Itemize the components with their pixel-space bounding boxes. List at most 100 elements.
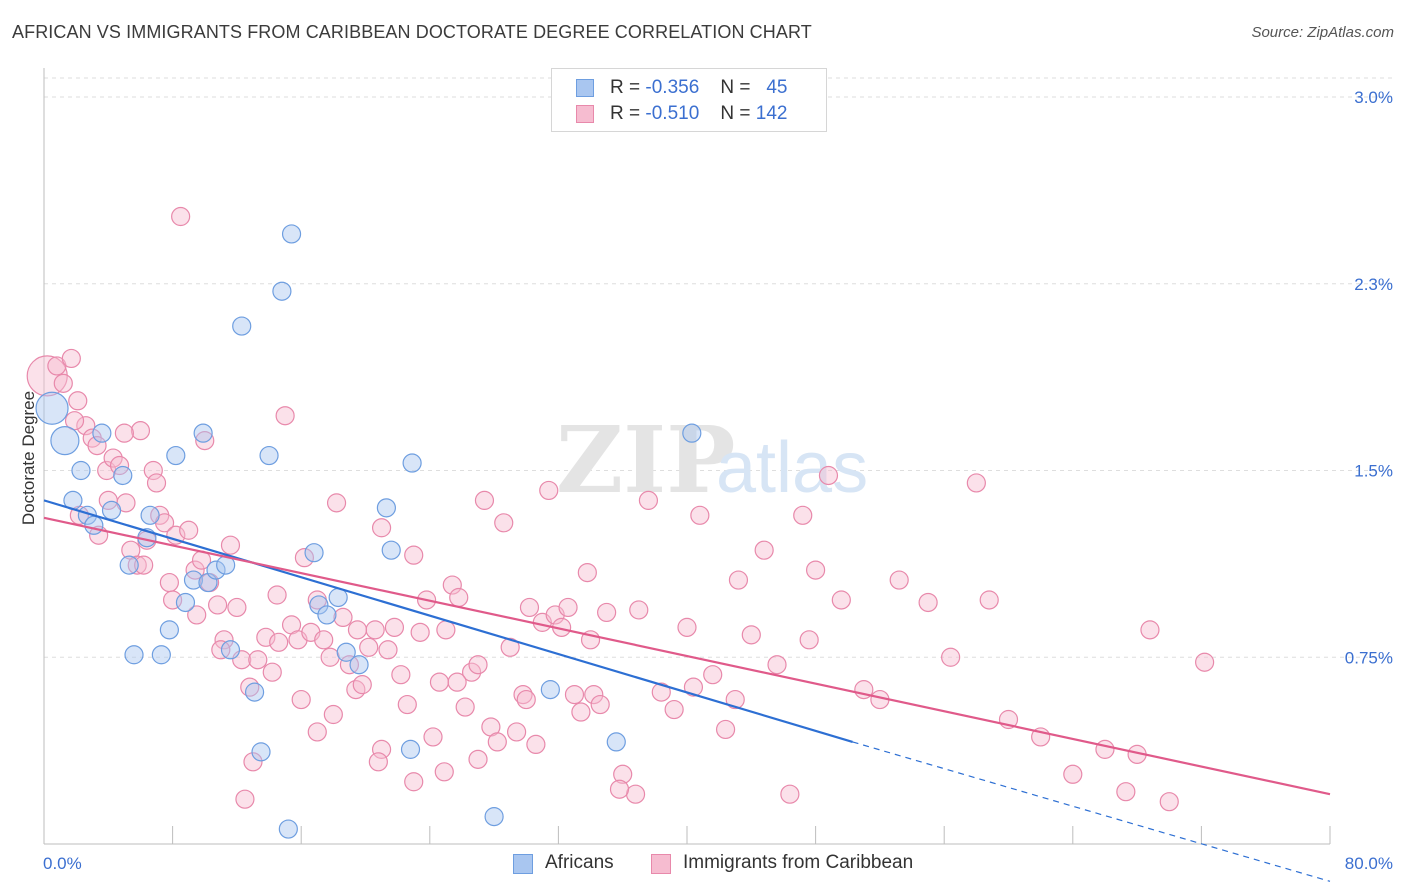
caribbean-point-19 (159, 572, 179, 593)
grid-lines (44, 77, 1392, 658)
chart-source: Source: ZipAtlas.com (1251, 24, 1394, 41)
x-tick-label-min: 0.0% (43, 854, 82, 873)
africans-point-23 (232, 316, 252, 336)
caribbean-point-87 (613, 764, 633, 784)
caribbean-point-61 (436, 620, 456, 640)
legend-swatch-africans (576, 79, 594, 97)
africans-point-35 (349, 655, 369, 675)
caribbean-point-22 (179, 520, 199, 540)
caribbean-point-93 (690, 505, 710, 525)
caribbean-point-34 (262, 662, 282, 682)
legend-n-value: 142 (755, 103, 788, 124)
caribbean-point-118 (243, 752, 263, 772)
caribbean-point-21 (171, 206, 191, 227)
caribbean-point-50 (365, 620, 385, 640)
caribbean-point-45 (333, 607, 353, 628)
caribbean-point-104 (831, 590, 851, 610)
africans-point-14 (159, 620, 179, 640)
trend-line-caribbean (43, 516, 1331, 796)
caribbean-point-145 (195, 431, 215, 451)
caribbean-point-86 (597, 602, 617, 623)
caribbean-point-109 (966, 473, 986, 493)
tick-labels: 0.75% 1.5% 2.3% 3.0% 0.0% 80.0% (43, 88, 1393, 873)
y-tick-label-0: 0.75% (1345, 648, 1393, 667)
watermark-atlas: atlas (716, 428, 868, 508)
caribbean-point-16 (143, 460, 163, 481)
y-tick-label-2: 2.3% (1354, 275, 1393, 294)
legend-r-value: -0.356 (645, 77, 700, 98)
caribbean-point-72 (507, 722, 527, 742)
caribbean-point-65 (461, 662, 482, 682)
caribbean-point-29 (227, 597, 247, 618)
caribbean-point-92 (677, 617, 697, 637)
caribbean-point-103 (818, 465, 839, 486)
legend-swatch-africans (513, 854, 533, 874)
caribbean-point-94 (703, 665, 723, 685)
legend-stats-caribbean: R = -0.510 N = 142 (610, 103, 787, 125)
caribbean-point-9 (103, 448, 123, 468)
chart-title: AFRICAN VS IMMIGRANTS FROM CARIBBEAN DOC… (12, 22, 812, 42)
africans-point-24 (244, 682, 265, 702)
caribbean-point-130 (725, 689, 745, 710)
caribbean-point-97 (741, 625, 761, 645)
legend-label-caribbean: Immigrants from Caribbean (683, 852, 914, 873)
africans-point-43 (682, 423, 702, 443)
caribbean-point-54 (391, 665, 411, 685)
caribbean-point-70 (494, 513, 514, 533)
africans-point-37 (381, 540, 401, 560)
caribbean-point-63 (449, 587, 469, 608)
caribbean-point-59 (423, 727, 443, 747)
africans-point-30 (304, 543, 324, 563)
africans-point-5 (84, 515, 104, 535)
africans-point-26 (259, 445, 279, 466)
africans-point-34 (336, 642, 356, 662)
africans-point-40 (484, 807, 504, 827)
caribbean-point-124 (187, 605, 207, 625)
africans-point-22 (220, 640, 241, 660)
africans-point-1 (50, 426, 80, 456)
axes (43, 68, 1331, 845)
caribbean-point-134 (368, 752, 388, 772)
africans-point-39 (402, 453, 422, 473)
legend-n-label: N = (720, 77, 751, 98)
caribbean-point-51 (371, 518, 392, 538)
caribbean-point-20 (166, 525, 186, 545)
africans-point-25 (251, 742, 271, 762)
caribbean-point-52 (378, 640, 398, 660)
caribbean-point-132 (291, 689, 311, 710)
caribbean-point-83 (577, 562, 597, 583)
caribbean-point-23 (185, 560, 205, 580)
africans-point-3 (71, 460, 91, 481)
caribbean-point-106 (889, 570, 909, 590)
africans-point-29 (278, 819, 298, 839)
legend-n-value: 45 (766, 77, 788, 98)
caribbean-point-96 (728, 570, 749, 590)
caribbean-point-148 (114, 423, 134, 443)
caribbean-point-111 (1095, 739, 1115, 759)
caribbean-point-125 (267, 585, 287, 605)
caribbean-point-149 (146, 473, 167, 493)
caribbean-point-26 (208, 595, 228, 615)
caribbean-point-136 (609, 779, 630, 799)
caribbean-point-126 (347, 620, 368, 640)
caribbean-point-62 (442, 575, 462, 595)
legend-swatch-caribbean (651, 854, 671, 874)
caribbean-point-67 (474, 490, 495, 510)
caribbean-point-33 (256, 627, 276, 647)
x-tick-label-max: 80.0% (1345, 854, 1393, 873)
africans-point-27 (272, 281, 292, 301)
caribbean-point-44 (326, 493, 347, 513)
caribbean-point-66 (468, 655, 488, 675)
caribbean-point-123 (468, 749, 488, 769)
caribbean-point-91 (664, 699, 684, 720)
africans-point-41 (540, 680, 560, 700)
caribbean-point-100 (780, 784, 800, 804)
caribbean-point-32 (248, 650, 268, 670)
caribbean-point-71 (500, 637, 520, 657)
legend-label-africans: Africans (545, 852, 614, 873)
caribbean-point-98 (754, 540, 774, 560)
caribbean-point-57 (410, 622, 430, 642)
legend-swatch-caribbean (576, 105, 594, 123)
caribbean-point-84 (584, 684, 604, 705)
